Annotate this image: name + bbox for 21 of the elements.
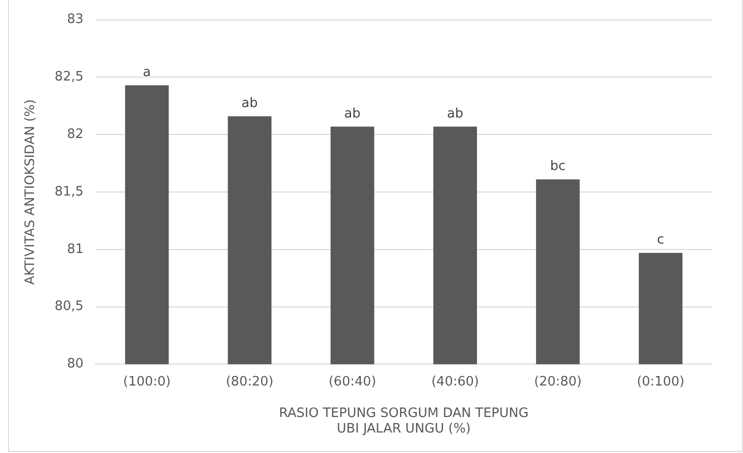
x-tick-label: (0:100) [636, 374, 684, 390]
y-tick-label: 82,5 [54, 70, 84, 85]
x-tick-label: (80:20) [226, 374, 274, 390]
x-axis-title: RASIO TEPUNG SORGUM DAN TEPUNG UBI JALAR UNGU (%) [278, 406, 529, 437]
x-tick-label: (20:80) [534, 374, 582, 390]
y-tick-label: 83 [67, 12, 84, 28]
annotation: bc [550, 159, 566, 174]
annotation: ab [344, 106, 361, 122]
y-tick-label: 81,5 [54, 184, 84, 200]
x-tick-label: (40:60) [431, 374, 479, 390]
y-tick-label: 80,5 [54, 299, 84, 314]
annotation: ab [447, 106, 464, 122]
y-axis-title: AKTIVITAS ANTIOKSIDAN (%) [23, 99, 38, 285]
y-tick-label: 82 [67, 126, 84, 142]
y-tick-label: 80 [67, 356, 84, 372]
x-tick-label: (100:0) [123, 374, 171, 390]
annotation: a [142, 65, 151, 80]
annotation: ab [242, 96, 258, 112]
x-tick-label: (60:40) [328, 374, 376, 390]
y-tick-label: 81 [67, 242, 84, 257]
annotation: c [657, 232, 664, 248]
